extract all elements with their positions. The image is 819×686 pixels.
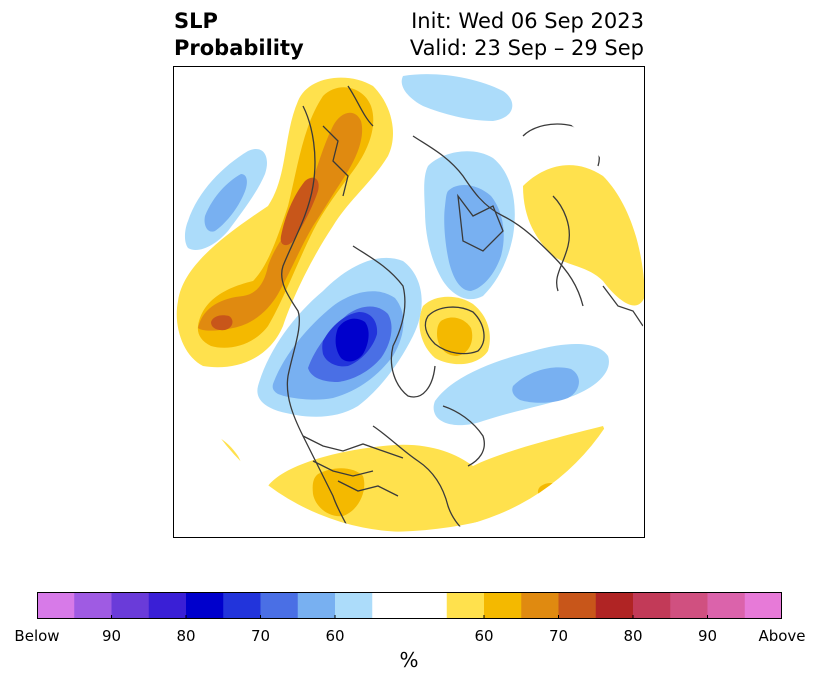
colorbar-segment [37, 592, 75, 619]
probability-map [173, 66, 645, 538]
colorbar-segment [74, 592, 112, 619]
colorbar-segment [335, 592, 373, 619]
colorbar-tick-label: 80 [623, 627, 643, 645]
colorbar-segment [148, 592, 187, 619]
title-variable: SLP [174, 9, 218, 33]
colorbar-segment [633, 592, 671, 619]
colorbar-tick-label: 90 [101, 627, 122, 645]
colorbar-segment [707, 592, 746, 619]
colorbar-tick-label: 70 [548, 627, 569, 645]
colorbar [37, 592, 782, 619]
title-right: Init: Wed 06 Sep 2023 Valid: 23 Sep – 29… [410, 8, 644, 62]
anomaly-pacific-below-2 [204, 174, 247, 232]
anomaly-atlantic-below-2 [512, 367, 579, 403]
colorbar-tick-label: Below [14, 627, 60, 645]
init-date: Init: Wed 06 Sep 2023 [411, 9, 644, 33]
anomaly-pacific-above-4 [211, 315, 233, 331]
valid-range: Valid: 23 Sep – 29 Sep [409, 36, 644, 60]
colorbar-segment [484, 592, 522, 619]
colorbar-border [37, 592, 782, 619]
anomaly-alaska-above-4 [280, 177, 319, 246]
title-metric: Probability [174, 36, 304, 60]
colorbar-segment [223, 592, 261, 619]
colorbar-tick-label: 70 [250, 627, 271, 645]
colorbar-segment [744, 592, 782, 619]
colorbar-segment [186, 592, 224, 619]
colorbar-segment [595, 592, 634, 619]
colorbar-segment [670, 592, 708, 619]
anomaly-europe-above [523, 165, 645, 306]
colorbar-segment [297, 592, 336, 619]
anomaly-canada-below-5 [335, 318, 369, 362]
title-left: SLP Probability [174, 8, 304, 62]
anomaly-pacific-above-3 [198, 112, 363, 331]
colorbar-segment [111, 592, 150, 619]
anomaly-arctic-below [401, 74, 513, 121]
colorbar-tick-label: 60 [474, 627, 494, 645]
colorbar-segment [372, 592, 448, 619]
colorbar-segment [446, 592, 485, 619]
colorbar-segment [260, 592, 299, 619]
colorbar-segment [558, 592, 597, 619]
colorbar-unit: % [399, 648, 419, 672]
colorbar-tick-label: 80 [176, 627, 196, 645]
colorbar-tick-label: 90 [697, 627, 718, 645]
colorbar-segment [521, 592, 559, 619]
colorbar-tick-label: 60 [325, 627, 345, 645]
colorbar-tick-label: Above [758, 627, 806, 645]
coastlines [281, 85, 644, 532]
anomaly-greenland-above-2 [437, 317, 473, 356]
